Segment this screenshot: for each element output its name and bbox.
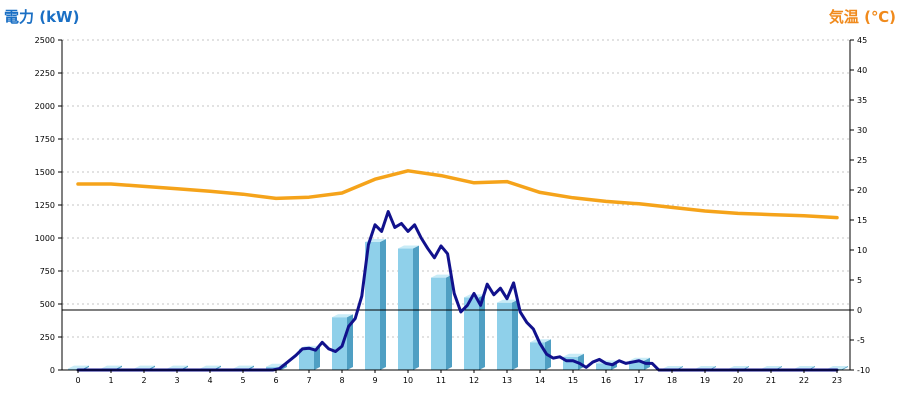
x-tick-label: 10: [403, 376, 413, 385]
right-tick-label: 5: [857, 276, 862, 285]
right-tick-label: 40: [857, 66, 867, 75]
x-tick-label: 0: [75, 376, 80, 385]
bar-side: [479, 294, 485, 370]
left-tick-label: 0: [50, 366, 55, 375]
x-tick-label: 4: [207, 376, 212, 385]
right-tick-label: -10: [857, 366, 870, 375]
bar-top: [134, 365, 155, 369]
left-tick-label: 1250: [35, 201, 55, 210]
bar-front: [497, 302, 512, 370]
left-tick-label: 1000: [35, 234, 55, 243]
left-tick-label: 2000: [35, 102, 55, 111]
x-tick-label: 18: [667, 376, 677, 385]
bar-side: [512, 299, 518, 370]
left-tick-label: 1750: [35, 135, 55, 144]
bar-front: [629, 360, 644, 370]
x-tick-label: 7: [306, 376, 311, 385]
bar-side: [380, 238, 386, 370]
bar-top: [695, 365, 716, 369]
left-tick-label: 2250: [35, 69, 55, 78]
bar-front: [332, 317, 347, 370]
right-axis-label: 気温 (℃): [829, 8, 896, 26]
left-axis-label: 電力 (kW): [4, 8, 79, 26]
bar-front: [398, 248, 413, 370]
x-tick-label: 6: [273, 376, 278, 385]
bar-front: [431, 277, 446, 370]
x-tick-label: 14: [535, 376, 545, 385]
x-tick-label: 5: [240, 376, 245, 385]
tick-labels: 02505007501000125015001750200022502500-1…: [35, 36, 870, 385]
bar-front: [365, 241, 380, 370]
bar-top: [398, 245, 419, 249]
bar-top: [200, 365, 221, 369]
bar-top: [497, 299, 518, 303]
right-tick-label: 45: [857, 36, 867, 45]
x-tick-label: 8: [339, 376, 344, 385]
gridlines: [62, 39, 850, 338]
right-tick-label: 25: [857, 156, 867, 165]
x-tick-label: 19: [700, 376, 710, 385]
temperature-line: [76, 169, 839, 220]
right-tick-label: 10: [857, 246, 867, 255]
right-tick-label: 15: [857, 216, 867, 225]
x-tick-label: 23: [832, 376, 842, 385]
x-tick-label: 20: [733, 376, 743, 385]
x-tick-label: 16: [601, 376, 611, 385]
bar-top: [563, 353, 584, 357]
series-lines: [76, 169, 839, 372]
right-tick-label: 0: [857, 306, 862, 315]
bar-top: [761, 365, 782, 369]
bar-top: [728, 365, 749, 369]
x-tick-label: 1: [108, 376, 113, 385]
bar-front: [299, 348, 314, 370]
x-tick-label: 17: [634, 376, 644, 385]
bar-top: [233, 365, 254, 369]
left-tick-label: 250: [40, 333, 55, 342]
bar-side: [446, 274, 452, 370]
power-bar: [497, 299, 518, 370]
bar-top: [530, 339, 551, 343]
right-tick-label: 20: [857, 186, 867, 195]
bar-top: [101, 365, 122, 369]
right-tick-label: 30: [857, 126, 867, 135]
bar-top: [827, 365, 848, 369]
power-bar: [398, 245, 419, 370]
left-tick-label: 750: [40, 267, 55, 276]
axes: [58, 39, 854, 373]
x-tick-label: 11: [436, 376, 446, 385]
bar-front: [68, 368, 83, 370]
bar-top: [794, 365, 815, 369]
right-tick-label: -5: [857, 336, 865, 345]
x-tick-label: 15: [568, 376, 578, 385]
left-tick-label: 1500: [35, 168, 55, 177]
bar-top: [332, 314, 353, 318]
bar-top: [431, 274, 452, 278]
bar-side: [314, 345, 320, 370]
bar-top: [68, 365, 89, 369]
bar-front: [596, 363, 611, 370]
x-tick-label: 13: [502, 376, 512, 385]
realtime-power-line: [76, 210, 839, 372]
bar-front: [530, 342, 545, 370]
bar-top: [167, 365, 188, 369]
x-tick-label: 12: [469, 376, 479, 385]
x-tick-label: 21: [766, 376, 776, 385]
bar-top: [662, 365, 683, 369]
x-tick-label: 22: [799, 376, 809, 385]
power-bar: [299, 345, 320, 370]
left-tick-label: 500: [40, 300, 55, 309]
x-tick-label: 3: [174, 376, 179, 385]
bar-top: [629, 357, 650, 361]
power-bar: [365, 238, 386, 370]
left-tick-label: 2500: [35, 36, 55, 45]
bar-side: [413, 245, 419, 370]
x-tick-label: 9: [372, 376, 377, 385]
x-tick-label: 2: [141, 376, 146, 385]
bar-side: [842, 365, 848, 370]
power-bar: [431, 274, 452, 370]
bar-front: [464, 297, 479, 370]
right-tick-label: 35: [857, 96, 867, 105]
